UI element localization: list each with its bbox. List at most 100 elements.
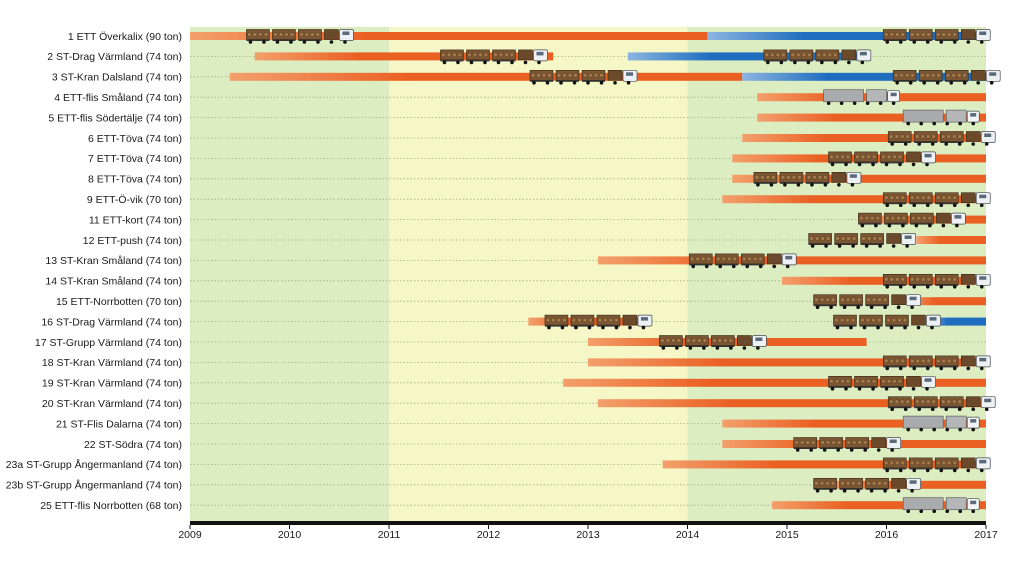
log-end [472, 52, 478, 58]
log-end [915, 399, 920, 404]
log-end [754, 175, 760, 180]
log-end [814, 236, 820, 241]
wheel [952, 468, 957, 473]
trailer-frame [858, 223, 882, 225]
timber-truck-icon [659, 335, 767, 350]
timber-load [960, 29, 976, 40]
timber-truck-icon [887, 396, 996, 412]
wheel [914, 223, 919, 228]
log-end [728, 338, 734, 343]
timber-load [960, 273, 976, 285]
row-label: 4 ETT-flis Småland (74 ton) [54, 92, 182, 104]
timber-load [891, 294, 906, 306]
wheel [857, 387, 862, 391]
timber-load [886, 233, 901, 244]
log-end [890, 215, 896, 221]
log-end [310, 32, 315, 37]
trailer-frame [940, 141, 964, 143]
log-end [816, 52, 822, 58]
wheel [912, 203, 917, 207]
timber-load [960, 457, 976, 469]
log-end [910, 460, 915, 466]
trailer-frame [839, 304, 863, 307]
log-end [900, 358, 905, 364]
timber-truck-icon [882, 29, 991, 44]
log-end [866, 297, 871, 302]
trailer-frame [884, 223, 908, 225]
log-end [556, 317, 562, 323]
wheel [898, 387, 902, 391]
log-end [921, 358, 926, 364]
log-end [863, 440, 868, 445]
log-end [895, 32, 900, 37]
chip-truck-icon [902, 497, 980, 513]
log-end [877, 236, 883, 241]
log-end [889, 195, 894, 200]
log-end [845, 317, 850, 323]
timeline-bar-orange [742, 134, 986, 142]
background-band-0 [190, 27, 389, 521]
log-end [864, 215, 870, 221]
timeline-bar-blue [742, 72, 986, 81]
wheel [971, 407, 976, 412]
wheel [756, 183, 760, 187]
cab-window [342, 31, 350, 35]
log-end [571, 317, 577, 323]
log-end [952, 358, 957, 364]
log-end [947, 32, 952, 37]
wheel [574, 325, 578, 330]
log-end [827, 52, 833, 58]
wheel [898, 285, 903, 289]
log-end [441, 52, 446, 58]
timber-load [970, 70, 986, 81]
log-end [889, 32, 894, 37]
cab-window [929, 317, 937, 321]
log-end [900, 32, 905, 37]
trailer-frame [839, 488, 863, 490]
trailer-frame [854, 386, 878, 388]
wheel [852, 101, 857, 105]
chip-container [823, 89, 864, 103]
wheel [815, 305, 820, 310]
log-end [845, 154, 851, 160]
wheel [874, 223, 878, 228]
log-end [840, 297, 845, 302]
wheel [903, 325, 907, 330]
log-end [686, 338, 691, 343]
trailer-frame [834, 243, 858, 245]
log-end [498, 52, 504, 58]
background-band-1 [389, 27, 688, 521]
log-end [790, 52, 796, 58]
wheel [930, 325, 934, 330]
x-tick-label: 2011 [378, 529, 401, 541]
timber-truck-icon [882, 273, 991, 289]
log-end [931, 134, 936, 139]
wheel [939, 203, 944, 207]
wheel [912, 366, 917, 371]
wheel [795, 448, 800, 452]
trailer-frame [828, 161, 852, 164]
wheel [944, 142, 949, 146]
log-end [273, 32, 278, 37]
chip-truck-icon [823, 89, 900, 105]
timber-load [737, 335, 752, 346]
log-end [936, 358, 941, 364]
wheel [932, 427, 937, 432]
log-end [676, 338, 682, 343]
timber-truck-icon [808, 233, 916, 248]
trailer-frame [685, 345, 709, 347]
x-tick-label: 2009 [178, 529, 202, 541]
wheel [836, 448, 840, 452]
log-end [875, 215, 881, 221]
log-end [941, 460, 946, 466]
log-end [894, 399, 899, 404]
wheel [829, 305, 833, 310]
log-end [915, 460, 920, 466]
timeline-bar-orange [906, 297, 986, 306]
wheel [833, 60, 838, 65]
trailer-frame [883, 284, 907, 286]
wheel [599, 81, 604, 85]
row-label: 2 ST-Drag Värmland (74 ton) [47, 51, 182, 63]
log-end [946, 73, 951, 78]
wheel [830, 162, 835, 167]
